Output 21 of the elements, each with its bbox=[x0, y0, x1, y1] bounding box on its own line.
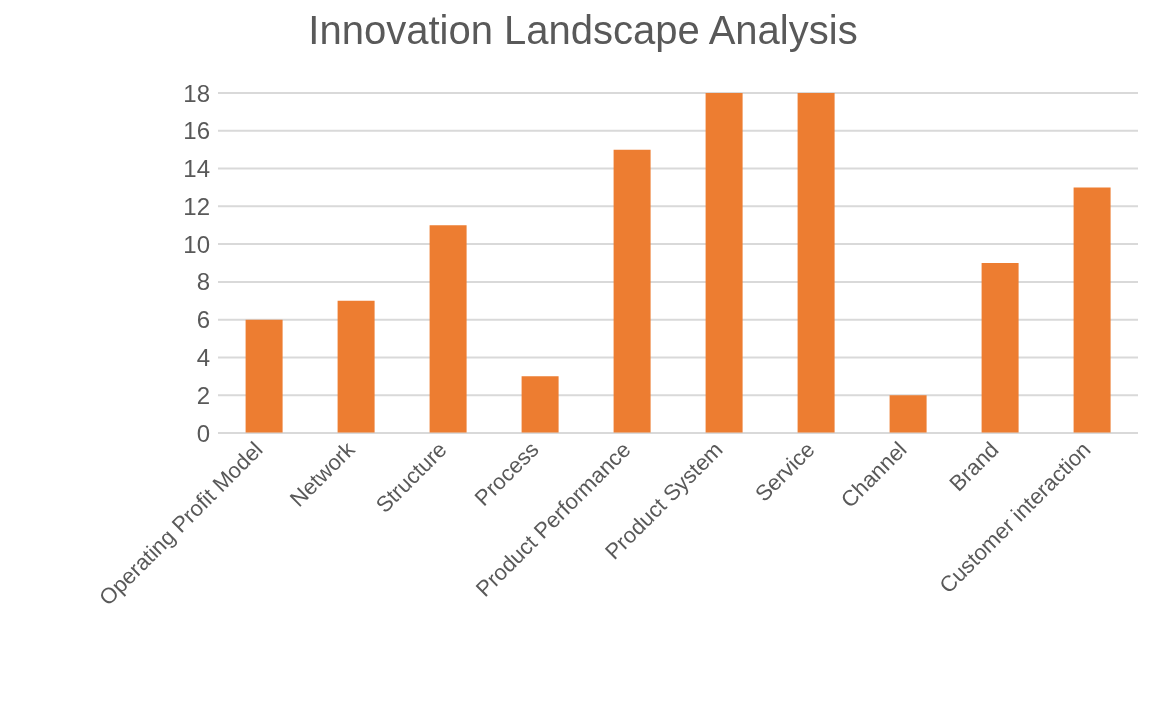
y-tick-label: 4 bbox=[196, 343, 210, 371]
y-tick-label: 0 bbox=[196, 419, 210, 447]
bar bbox=[797, 93, 835, 433]
y-tick-label: 6 bbox=[196, 306, 210, 334]
y-tick-label: 18 bbox=[183, 79, 210, 107]
y-tick-label: 16 bbox=[183, 117, 210, 145]
bar bbox=[1073, 187, 1111, 433]
bar bbox=[521, 376, 559, 433]
bar bbox=[429, 225, 467, 433]
y-tick-label: 8 bbox=[196, 268, 210, 296]
y-tick-label: 14 bbox=[183, 155, 210, 183]
bar bbox=[981, 263, 1019, 433]
bar bbox=[245, 319, 283, 433]
y-tick-label: 10 bbox=[183, 230, 210, 258]
bar bbox=[613, 149, 651, 433]
y-tick-label: 2 bbox=[196, 381, 210, 409]
y-tick-label: 12 bbox=[183, 192, 210, 220]
bar bbox=[889, 395, 927, 433]
chart-title: Innovation Landscape Analysis bbox=[307, 8, 859, 53]
bar bbox=[337, 300, 375, 433]
bar bbox=[705, 93, 743, 433]
